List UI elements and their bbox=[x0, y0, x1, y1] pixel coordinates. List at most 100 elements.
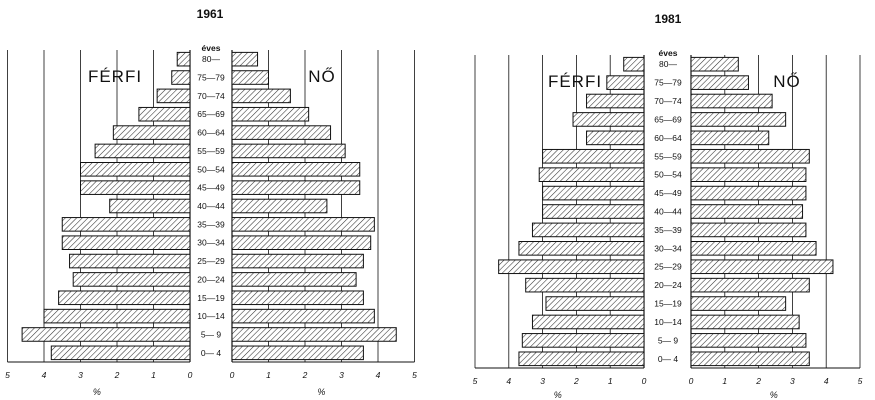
bar-male bbox=[138, 106, 191, 122]
bar-female bbox=[231, 308, 375, 324]
bar-male bbox=[572, 112, 645, 127]
age-label: 55—59 bbox=[197, 146, 225, 156]
age-header: éves bbox=[659, 48, 678, 58]
x-tick-label: 4 bbox=[506, 376, 511, 386]
bar-male bbox=[531, 314, 645, 330]
x-tick-label: 2 bbox=[755, 376, 761, 386]
age-label: 55—59 bbox=[654, 151, 682, 161]
bar-female bbox=[231, 180, 361, 195]
age-label: 35—39 bbox=[197, 219, 225, 229]
x-tick-label: 3 bbox=[790, 376, 795, 386]
x-tick-label: 2 bbox=[573, 376, 579, 386]
bar-female bbox=[231, 143, 346, 159]
age-label: 20—24 bbox=[197, 274, 225, 284]
bar-female bbox=[231, 345, 364, 361]
bar-female bbox=[690, 314, 800, 330]
male-label: FÉRFI bbox=[88, 67, 142, 86]
x-unit-label: % bbox=[317, 387, 325, 397]
x-tick-label: 5 bbox=[473, 376, 478, 386]
bar-female bbox=[231, 106, 310, 122]
x-unit-label: % bbox=[93, 387, 101, 397]
bar-male bbox=[542, 148, 645, 164]
bar-male bbox=[542, 185, 645, 201]
bar-male bbox=[518, 241, 645, 256]
bar-female bbox=[231, 162, 361, 177]
bar-male bbox=[50, 345, 191, 361]
x-tick-label: 5 bbox=[5, 370, 10, 380]
bar-male bbox=[156, 88, 191, 104]
age-label: 50—54 bbox=[197, 164, 225, 174]
bar-female bbox=[690, 148, 810, 164]
bar-male bbox=[518, 351, 645, 367]
age-label: 0— 4 bbox=[658, 354, 679, 364]
age-label: 5— 9 bbox=[201, 329, 222, 339]
age-label: 30—34 bbox=[654, 243, 682, 253]
female-label: NŐ bbox=[773, 72, 801, 91]
bar-male bbox=[531, 222, 645, 238]
bar-male bbox=[176, 51, 191, 67]
age-label: 15—19 bbox=[654, 299, 682, 309]
x-tick-label: 4 bbox=[824, 376, 829, 386]
bar-male bbox=[521, 333, 645, 348]
chart-title: 1981 bbox=[655, 12, 682, 26]
age-label: 75—79 bbox=[654, 78, 682, 88]
bar-male bbox=[21, 327, 191, 342]
bar-male bbox=[61, 217, 191, 232]
x-tick-label: 4 bbox=[42, 370, 47, 380]
bar-male bbox=[498, 259, 645, 275]
x-tick-label: 0 bbox=[689, 376, 694, 386]
bar-male bbox=[61, 235, 191, 250]
x-tick-label: 3 bbox=[339, 370, 344, 380]
age-label: 35—39 bbox=[654, 225, 682, 235]
bar-male bbox=[109, 198, 191, 214]
male-label: FÉRFI bbox=[548, 72, 602, 91]
bar-female bbox=[231, 125, 332, 140]
bar-female bbox=[690, 296, 787, 311]
bar-male bbox=[43, 308, 191, 324]
bar-male bbox=[69, 253, 191, 269]
bar-female bbox=[690, 259, 834, 275]
age-label: 15—19 bbox=[197, 293, 225, 303]
age-label: 10—14 bbox=[197, 311, 225, 321]
x-tick-label: 1 bbox=[608, 376, 613, 386]
age-label: 65—69 bbox=[197, 109, 225, 119]
x-tick-label: 1 bbox=[722, 376, 727, 386]
bar-female bbox=[231, 272, 357, 287]
bar-female bbox=[690, 333, 807, 348]
age-label: 45—49 bbox=[654, 188, 682, 198]
age-label: 70—74 bbox=[197, 91, 225, 101]
age-label: 75—79 bbox=[197, 73, 225, 83]
age-label: 25—29 bbox=[197, 256, 225, 266]
bar-female bbox=[690, 93, 773, 109]
bar-female bbox=[690, 204, 804, 219]
chart-title: 1961 bbox=[197, 7, 224, 21]
age-label: 0— 4 bbox=[201, 348, 222, 358]
age-label: 20—24 bbox=[654, 280, 682, 290]
bar-male bbox=[525, 277, 645, 293]
age-label: 5— 9 bbox=[658, 335, 679, 345]
x-tick-label: 5 bbox=[858, 376, 863, 386]
bar-male bbox=[586, 130, 645, 146]
age-label: 10—14 bbox=[654, 317, 682, 327]
bar-female bbox=[231, 51, 259, 67]
age-label: 80— bbox=[202, 54, 220, 64]
age-label: 40—44 bbox=[654, 207, 682, 217]
age-label: 50—54 bbox=[654, 170, 682, 180]
x-tick-label: 2 bbox=[114, 370, 120, 380]
bar-female bbox=[231, 217, 375, 232]
bar-male bbox=[623, 56, 645, 72]
bar-male bbox=[542, 204, 645, 219]
bar-female bbox=[690, 167, 807, 182]
bar-male bbox=[58, 290, 191, 306]
x-tick-label: 0 bbox=[642, 376, 647, 386]
x-unit-label: % bbox=[770, 390, 778, 400]
x-tick-label: 3 bbox=[540, 376, 545, 386]
bar-female bbox=[231, 327, 397, 342]
age-header: éves bbox=[202, 43, 221, 53]
age-label: 25—29 bbox=[654, 262, 682, 272]
bar-female bbox=[690, 130, 770, 146]
bar-male bbox=[545, 296, 645, 311]
female-label: NŐ bbox=[308, 67, 336, 86]
age-label: 70—74 bbox=[654, 96, 682, 106]
